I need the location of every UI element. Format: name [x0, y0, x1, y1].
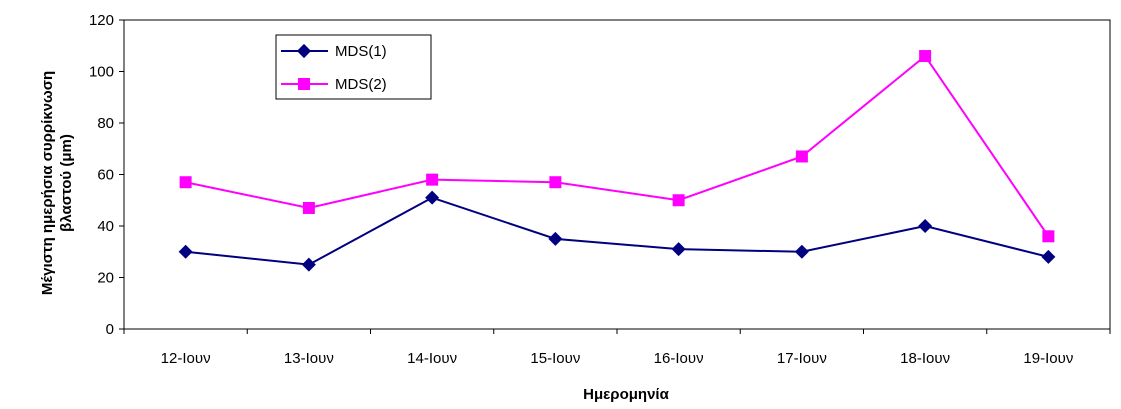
x-tick-label: 19-Ιουν [1023, 350, 1073, 367]
data-point-square [426, 174, 438, 186]
data-point-diamond [672, 242, 686, 256]
y-axis-title-line-1: Μέγιστη ημερήσια συρρίκνωση [39, 71, 56, 295]
data-point-diamond [179, 245, 193, 259]
x-tick-label: 12-Ιουν [161, 350, 211, 367]
x-tick-label: 13-Ιουν [284, 350, 334, 367]
y-axis-title: Μέγιστη ημερήσια συρρίκνωση βλαστού (μm) [39, 71, 75, 295]
legend: MDS(1) MDS(2) [276, 35, 431, 99]
y-tick-label: 40 [97, 218, 114, 235]
data-point-diamond [302, 258, 316, 272]
plot-frame [124, 20, 1110, 329]
plot-area: 0 20 40 60 80 100 120 12-Ιουν 13-Ιουν 14-Ιουν 15-Ι… [89, 12, 1110, 367]
data-point-square [796, 150, 808, 162]
y-tick-label: 60 [97, 167, 114, 184]
y-tick-label: 100 [89, 64, 114, 81]
x-tick-label: 18-Ιουν [900, 350, 950, 367]
x-tick-label: 14-Ιουν [407, 350, 457, 367]
data-point-square [919, 50, 931, 62]
legend-marker-mds2 [298, 78, 310, 90]
data-point-square [1042, 230, 1054, 242]
y-axis-title-line-2: βλαστού (μm) [58, 134, 75, 232]
x-tick-label: 15-Ιουν [530, 350, 580, 367]
data-point-square [303, 202, 315, 214]
data-point-square [180, 176, 192, 188]
x-axis-title: Ημερομηνία [583, 386, 669, 403]
data-point-diamond [918, 219, 932, 233]
data-point-diamond [548, 232, 562, 246]
y-tick-label: 20 [97, 270, 114, 287]
y-tick-label: 0 [106, 321, 114, 338]
y-tick-label: 120 [89, 12, 114, 29]
data-point-diamond [795, 245, 809, 259]
legend-label-mds1: MDS(1) [335, 43, 387, 60]
x-tick-label: 16-Ιουν [654, 350, 704, 367]
x-tick-label: 17-Ιουν [777, 350, 827, 367]
y-tick-label: 80 [97, 115, 114, 132]
data-point-diamond [1041, 250, 1055, 264]
data-point-diamond [425, 191, 439, 205]
data-point-square [549, 176, 561, 188]
legend-label-mds2: MDS(2) [335, 76, 387, 93]
data-point-square [673, 194, 685, 206]
series-line-1 [186, 198, 1049, 265]
